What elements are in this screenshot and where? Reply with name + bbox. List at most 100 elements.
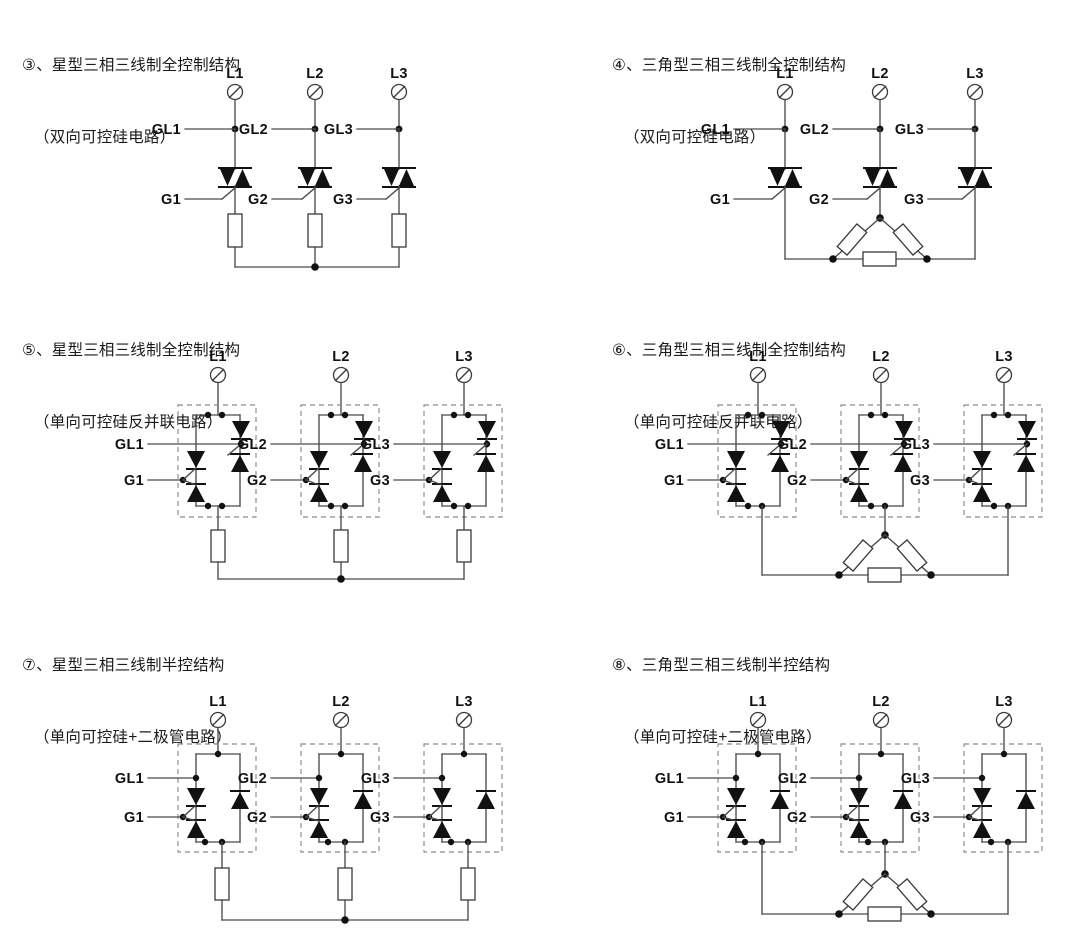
line-label-l3: L3 bbox=[995, 349, 1013, 365]
terminal-slash-icon bbox=[968, 85, 982, 99]
terminal-slash-icon bbox=[392, 85, 406, 99]
resistor-icon bbox=[214, 867, 230, 901]
terminal-slash-icon bbox=[778, 85, 792, 99]
line-label-l1: L1 bbox=[226, 66, 244, 82]
scr-icon-lower-left bbox=[973, 821, 991, 838]
scr-icon-upper-right bbox=[232, 421, 250, 438]
gate-line-label-gl2: GL2 bbox=[238, 437, 267, 453]
module-boundary-box bbox=[300, 404, 380, 518]
circuit-5-svg: L1 GL1 bbox=[115, 349, 503, 583]
scr-icon-mid-left bbox=[850, 451, 868, 468]
phase-module-1: L1 GL1 bbox=[115, 349, 257, 580]
terminal-slash-icon bbox=[997, 368, 1011, 382]
scr-icon-lower-left bbox=[187, 485, 205, 502]
terminal-slash-icon bbox=[457, 713, 471, 727]
scr-icon-lower-left bbox=[973, 485, 991, 502]
figure-panel-8: ⑧、三角型三相三线制半控结构 （单向可控硅+二极管电路） L1 GL1 bbox=[540, 600, 1080, 950]
caption-line-1: ⑦、星型三相三线制半控结构 bbox=[22, 657, 225, 675]
node-dot bbox=[867, 502, 875, 510]
star-neutral-bus bbox=[221, 916, 469, 924]
node-dot-delta-right bbox=[923, 255, 931, 263]
figure-caption-8: ⑧、三角型三相三线制半控结构 （单向可控硅+二极管电路） bbox=[612, 606, 830, 798]
line-label-l1: L1 bbox=[776, 66, 794, 82]
triac-icon-upper bbox=[300, 169, 315, 186]
resistor-icon-delta-left bbox=[842, 538, 874, 573]
gate-label-g3: G3 bbox=[904, 192, 924, 208]
scr-icon-upper-right bbox=[772, 421, 790, 438]
scr-icon-mid-right bbox=[894, 455, 912, 472]
node-dot bbox=[744, 411, 752, 419]
gate-line-label-gl1: GL1 bbox=[701, 122, 730, 138]
gate-label-g1: G1 bbox=[124, 810, 144, 826]
node-dot bbox=[324, 838, 332, 846]
resistor-icon bbox=[337, 867, 353, 901]
resistor-icon bbox=[460, 867, 476, 901]
scr-icon-lower-left bbox=[310, 821, 328, 838]
caption-line-2: （双向可控硅电路） bbox=[34, 129, 176, 147]
resistor-icon-delta-bottom bbox=[867, 567, 902, 583]
diode-icon-right bbox=[354, 792, 372, 809]
node-dot bbox=[460, 750, 468, 758]
gate-label-g3: G3 bbox=[370, 810, 390, 826]
circuit-6-svg: L1 GL1 bbox=[655, 349, 1043, 583]
phase-module-1: L1 GL1 bbox=[655, 349, 797, 576]
scr-icon-left bbox=[310, 788, 328, 805]
node-dot-neutral bbox=[311, 263, 319, 271]
gate-label-g2: G2 bbox=[247, 810, 267, 826]
resistor-icon bbox=[210, 529, 226, 563]
gate-line-label-gl1: GL1 bbox=[115, 771, 144, 787]
node-dot bbox=[341, 502, 349, 510]
line-label-l2: L2 bbox=[306, 66, 324, 82]
node-dot bbox=[741, 838, 749, 846]
caption-line-1: ⑥、三角型三相三线制全控制结构 bbox=[612, 342, 846, 360]
circuit-3: L1 GL1 G1 bbox=[150, 62, 480, 287]
node-dot bbox=[450, 502, 458, 510]
circuit-4: L1 GL1 G1 bbox=[690, 62, 1030, 287]
node-dot bbox=[1004, 411, 1012, 419]
circuit-8-svg: L1 GL1 bbox=[655, 694, 1043, 922]
circuit-3-svg: L1 GL1 G1 bbox=[152, 66, 416, 271]
scr-icon-mid-right bbox=[771, 455, 789, 472]
triac-icon-upper bbox=[770, 169, 785, 186]
terminal-slash-icon bbox=[874, 368, 888, 382]
phase-column-3: L3 GL3 G3 bbox=[324, 66, 416, 268]
gate-label-g2: G2 bbox=[787, 810, 807, 826]
scr-icon-upper-right bbox=[355, 421, 373, 438]
gate-label-g1: G1 bbox=[664, 473, 684, 489]
module-boundary-box bbox=[840, 743, 920, 853]
node-dot bbox=[754, 750, 762, 758]
resistor-icon bbox=[333, 529, 349, 563]
gate-line-label-gl3: GL3 bbox=[361, 437, 390, 453]
line-label-l2: L2 bbox=[871, 66, 889, 82]
line-label-l2: L2 bbox=[332, 349, 350, 365]
terminal-slash-icon bbox=[874, 713, 888, 727]
diode-icon-right bbox=[231, 792, 249, 809]
gate-label-g2: G2 bbox=[809, 192, 829, 208]
scr-icon-lower-left bbox=[850, 821, 868, 838]
scr-icon-left bbox=[187, 788, 205, 805]
node-dot bbox=[987, 838, 995, 846]
resistor-icon-delta-right bbox=[896, 877, 928, 912]
resistor-icon bbox=[227, 213, 243, 248]
scr-icon-mid-left bbox=[973, 451, 991, 468]
scr-icon-mid-right bbox=[477, 455, 495, 472]
line-label-l3: L3 bbox=[390, 66, 408, 82]
phase-module-1: L1 GL1 bbox=[655, 694, 797, 915]
terminal-slash-icon bbox=[308, 85, 322, 99]
terminal-slash-icon bbox=[334, 368, 348, 382]
node-dot bbox=[855, 774, 863, 782]
terminal-slash-icon bbox=[457, 368, 471, 382]
phase-column-2: L2 GL2 G2 bbox=[800, 66, 897, 219]
delta-load-network bbox=[761, 531, 1009, 583]
scr-icon-mid-left bbox=[187, 451, 205, 468]
node-dot-delta-right bbox=[927, 910, 935, 918]
line-label-l1: L1 bbox=[209, 349, 227, 365]
node-dot bbox=[438, 774, 446, 782]
caption-line-2: （单向可控硅+二极管电路） bbox=[624, 729, 822, 747]
gate-line-label-gl2: GL2 bbox=[238, 771, 267, 787]
gate-label-g3: G3 bbox=[910, 810, 930, 826]
figure-caption-3: ③、星型三相三线制全控制结构 （双向可控硅电路） bbox=[22, 6, 240, 198]
diode-icon-right bbox=[771, 792, 789, 809]
gate-line-label-gl1: GL1 bbox=[655, 771, 684, 787]
